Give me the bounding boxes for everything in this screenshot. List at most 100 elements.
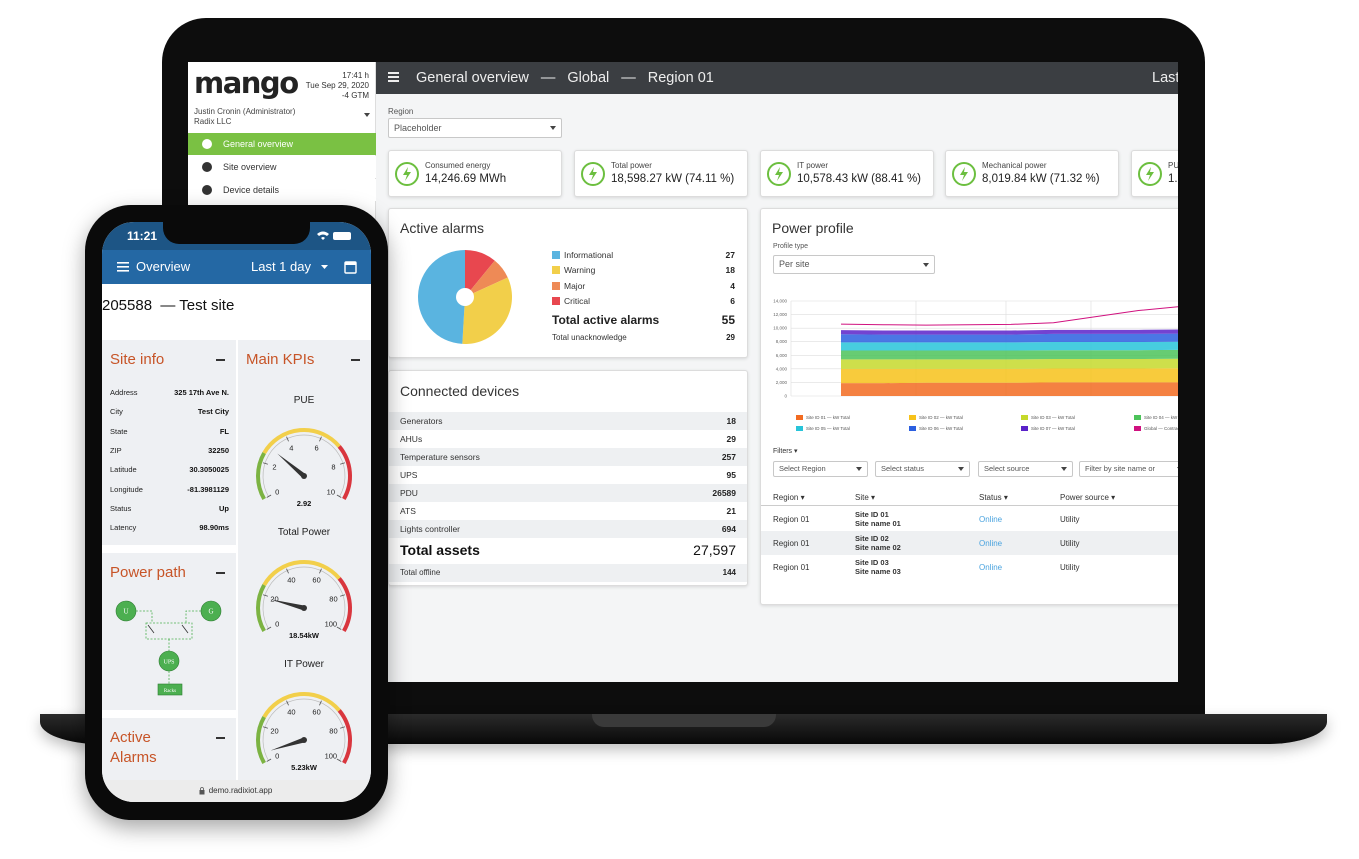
y-tick-label: 14,000: [773, 299, 787, 304]
gauge-tick: [262, 594, 268, 597]
column-header[interactable]: Status ▾: [979, 493, 1008, 502]
laptop-screen: mango 17:41 h Tue Sep 29, 2020 -4 GTM Justin…: [188, 62, 1178, 682]
kpi-icon: [581, 162, 605, 186]
gauge-tick: [286, 436, 289, 442]
collapse-icon[interactable]: [216, 359, 225, 361]
legend-value: 6: [730, 295, 735, 306]
panel-title: Power path: [110, 564, 186, 581]
clock: -4 GTM: [341, 91, 369, 100]
nav-icon: [202, 139, 212, 149]
legend-label: Site ID 01 — kW Total: [806, 415, 850, 420]
cell-status: Online: [979, 563, 1003, 572]
collapse-icon[interactable]: [216, 737, 225, 739]
column-header[interactable]: Power source ▾: [1060, 493, 1116, 502]
device-row: UPS 95: [389, 466, 747, 484]
nav-item[interactable]: General overview: [188, 133, 376, 155]
site-title: 205588 — Test site: [102, 297, 235, 314]
legend-swatch: [796, 426, 803, 431]
dropdown-arrow: [958, 467, 964, 471]
legend-swatch: [552, 296, 560, 305]
table-row: Region 01 Site ID 02 Site name 02 Online Uti…: [761, 531, 1178, 555]
legend-label: Site ID 03 — kW Total: [1031, 415, 1075, 420]
top-bar: General overview — Global — Region 01 Last: [376, 62, 1178, 94]
collapse-icon[interactable]: [351, 359, 360, 361]
graphic: [856, 467, 862, 471]
filter-select[interactable]: Select status: [875, 461, 970, 477]
graphic: [202, 162, 212, 172]
profile-select[interactable]: Per site: [773, 255, 935, 274]
gauge-band: [256, 452, 266, 500]
kpi-icon: [589, 167, 597, 181]
kpi-icon: [775, 167, 783, 181]
gauge-tick-label: 80: [329, 726, 337, 735]
column-header[interactable]: Region ▾: [773, 493, 805, 502]
gauge-title: Total Power: [278, 527, 331, 538]
gauge-band: [256, 716, 266, 764]
kpi-icon: [1146, 167, 1154, 181]
table-row: Region 01 Site ID 03 Site name 03 Online Uti…: [761, 555, 1178, 579]
total-assets-label: Total assets: [400, 542, 480, 558]
gauge-tick: [319, 700, 322, 706]
card-title: Power profile: [772, 220, 854, 236]
filter-select[interactable]: Select Region: [773, 461, 868, 477]
gauge-value: 5.23kW: [291, 763, 318, 772]
main-kpis-panel: Main KPIs PUE 0 2 4 6 8 10 2.92 Total Power 0 20 40 6…: [238, 340, 371, 780]
offline-row: Total offline 144: [389, 564, 747, 582]
nav-item[interactable]: Device details: [188, 179, 376, 201]
graphic: U G UPS Racks: [115, 600, 222, 696]
y-tick-label: 4,000: [776, 366, 788, 371]
range-select[interactable]: Last 1 day: [251, 259, 311, 274]
gauge-tick: [266, 758, 272, 762]
filter-select[interactable]: Filter by site name or: [1079, 461, 1178, 477]
url-bar[interactable]: demo.radixiot.app: [102, 780, 371, 802]
graphic: [1061, 467, 1067, 471]
gauge-tick: [340, 726, 346, 729]
clock: 17:41 h: [342, 71, 369, 80]
pie-slice: [465, 260, 508, 297]
filters-label[interactable]: Filters ▾: [773, 448, 798, 455]
info-label: Status: [110, 503, 132, 513]
y-tick-label: 0: [784, 394, 787, 399]
gauge-tick-label: 8: [331, 462, 335, 471]
kpi-card: Mechanical power 8,019.84 kW (71.32 %): [945, 150, 1119, 197]
device-row: PDU 26589: [389, 484, 747, 502]
gauge-tick-label: 2: [272, 462, 276, 471]
region-select[interactable]: Placeholder: [388, 118, 562, 138]
series-area: [841, 329, 1178, 335]
gauge-band: [262, 692, 341, 719]
kpi-icon: [960, 167, 968, 181]
device-row: Lights controller 694: [389, 520, 747, 538]
node-label: U: [123, 608, 128, 616]
graphic: [364, 113, 370, 117]
gauge-tick-label: 0: [275, 752, 279, 761]
gauge-tick-label: 40: [287, 708, 295, 717]
graphic: [388, 72, 399, 82]
gauge-tick-label: 10: [327, 488, 335, 497]
status-time: 11:21: [127, 229, 158, 243]
legend-label: Warning: [564, 265, 596, 276]
collapse-icon[interactable]: [216, 572, 225, 574]
gauge-tick-label: 100: [325, 620, 338, 629]
kpi-card: Consumed energy 14,246.69 MWh: [388, 150, 562, 197]
nav-item[interactable]: Site overview: [188, 156, 376, 178]
pie-slice: [465, 250, 495, 297]
legend-swatch: [909, 415, 916, 420]
power-node: [157, 683, 183, 696]
filter-select[interactable]: Select source: [978, 461, 1073, 477]
breadcrumb-item: Region 01: [647, 70, 714, 86]
total-assets-value: 27,597: [693, 542, 736, 558]
node-label: UPS: [163, 660, 174, 666]
graphic: [417, 250, 512, 344]
dropdown-arrow: [1061, 467, 1067, 471]
info-label: Address: [110, 388, 138, 397]
series-area: [841, 333, 1178, 343]
column-header[interactable]: Site ▾: [855, 493, 876, 502]
breadcrumb-item: General overview: [416, 70, 529, 86]
unack-label: Total unacknowledge: [552, 333, 627, 342]
gauge-tick: [319, 568, 322, 574]
gauge-tick-label: 80: [329, 594, 337, 603]
power-profile-card: Power profile Profile type Per site 0 2,000 4…: [760, 208, 1178, 605]
legend-swatch: [1134, 415, 1141, 420]
cell-region: Region 01: [773, 515, 810, 524]
